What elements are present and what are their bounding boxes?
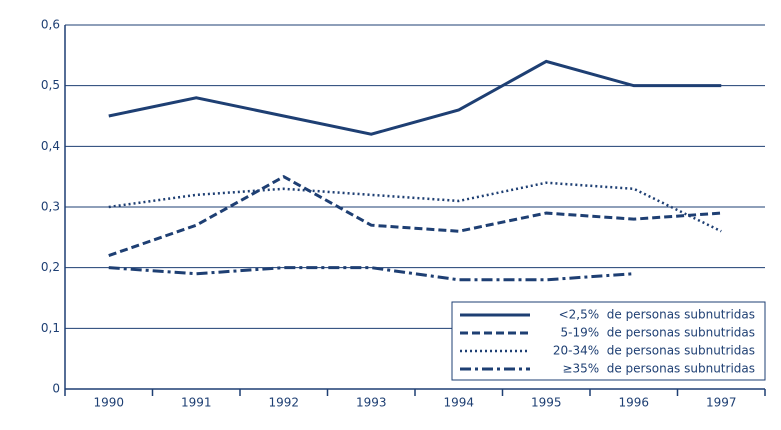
y-tick-label: 0 — [52, 382, 60, 396]
series-line — [108, 266, 634, 282]
legend-label: ≥35% de personas subnutridas — [562, 362, 755, 376]
x-tick-label: 1994 — [443, 396, 474, 410]
x-tick-label: 1990 — [93, 396, 124, 410]
y-tick-label: 0,6 — [41, 18, 60, 32]
legend-label: 20-34% de personas subnutridas — [553, 344, 755, 358]
series-line — [108, 174, 722, 257]
x-tick-label: 1991 — [181, 396, 212, 410]
legend-label: <2,5% de personas subnutridas — [559, 308, 755, 322]
x-tick-label: 1995 — [531, 396, 562, 410]
y-tick-label: 0,5 — [41, 78, 60, 92]
series-line — [108, 59, 722, 136]
x-tick-label: 1993 — [356, 396, 387, 410]
x-tick-label: 1996 — [618, 396, 649, 410]
x-tick-label: 1997 — [706, 396, 737, 410]
y-tick-label: 0,4 — [41, 139, 60, 153]
y-tick-label: 0,1 — [41, 321, 60, 335]
y-tick-label: 0,2 — [41, 260, 60, 274]
legend: <2,5% de personas subnutridas 5-19% de pe… — [451, 301, 766, 381]
legend-label: 5-19% de personas subnutridas — [560, 326, 755, 340]
x-tick-label: 1992 — [268, 396, 299, 410]
y-tick-label: 0,3 — [41, 200, 60, 214]
